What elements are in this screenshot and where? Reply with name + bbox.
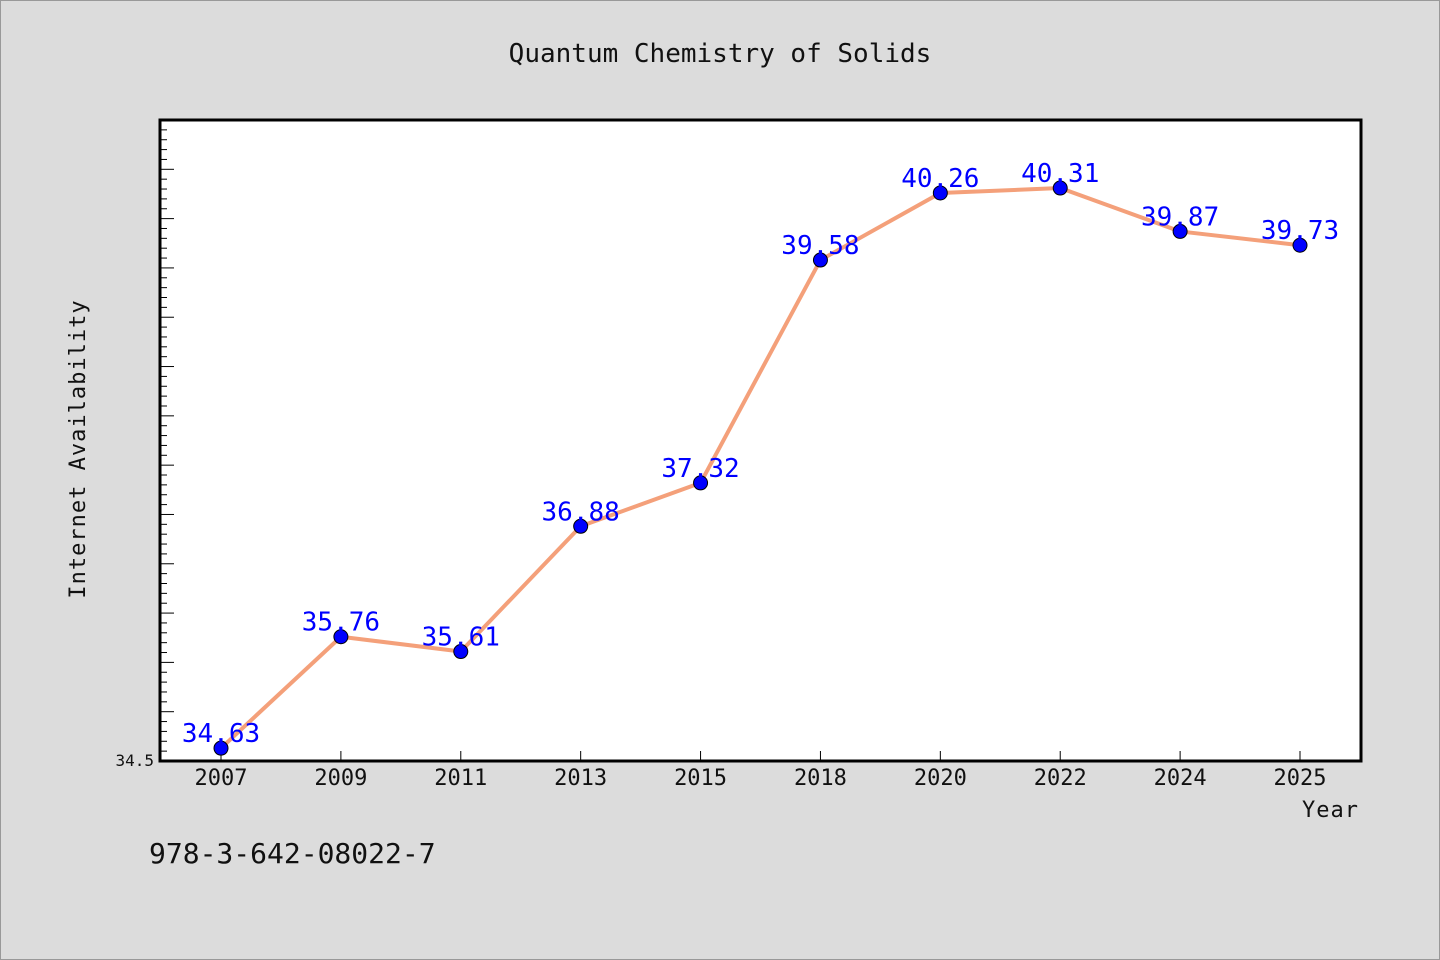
data-point <box>812 252 828 268</box>
x-tick-label: 2011 <box>434 766 487 791</box>
data-label: 39.58 <box>781 231 859 261</box>
x-tick-label: 2025 <box>1274 766 1327 791</box>
x-axis-label: Year <box>1302 798 1359 823</box>
series-group: 34.63 35.76 35.61 36.88 37.32 39.58 40.26 40.31… <box>182 159 1339 756</box>
data-label: 35.76 <box>302 608 380 638</box>
plot-area <box>158 118 1363 763</box>
data-label: 39.87 <box>1141 202 1219 232</box>
data-point <box>1172 223 1188 239</box>
y-axis: 34.5 <box>115 129 174 770</box>
data-label: 40.26 <box>901 164 979 194</box>
data-label: 40.31 <box>1021 159 1099 189</box>
data-label: 35.61 <box>422 623 500 653</box>
x-tick-label: 2007 <box>195 766 248 791</box>
chart-title: Quantum Chemistry of Solids <box>509 39 932 69</box>
x-tick-label: 2013 <box>554 766 607 791</box>
data-point <box>932 185 948 201</box>
data-point <box>1052 180 1068 196</box>
y-tick-label: 34.5 <box>115 751 154 770</box>
data-point <box>693 475 709 491</box>
x-tick-label: 2009 <box>314 766 367 791</box>
y-axis-label: Internet Availability <box>66 299 91 598</box>
x-tick-label: 2022 <box>1034 766 1087 791</box>
data-label: 34.63 <box>182 719 260 749</box>
data-point <box>453 644 469 660</box>
isbn-text: 978-3-642-08022-7 <box>149 837 436 870</box>
x-axis: 2007 2009 2011 2013 2015 2018 2020 2022 2024 2025 <box>195 751 1327 791</box>
x-tick-label: 2018 <box>794 766 847 791</box>
data-point <box>573 518 589 534</box>
data-label: 36.88 <box>542 497 620 527</box>
x-tick-label: 2020 <box>914 766 967 791</box>
data-label: 39.73 <box>1261 216 1339 246</box>
data-point <box>213 740 229 756</box>
x-tick-label: 2015 <box>674 766 727 791</box>
x-tick-label: 2024 <box>1154 766 1207 791</box>
series-line <box>219 186 1302 751</box>
data-point <box>333 629 349 645</box>
data-point <box>1292 237 1308 253</box>
data-label: 37.32 <box>661 454 739 484</box>
